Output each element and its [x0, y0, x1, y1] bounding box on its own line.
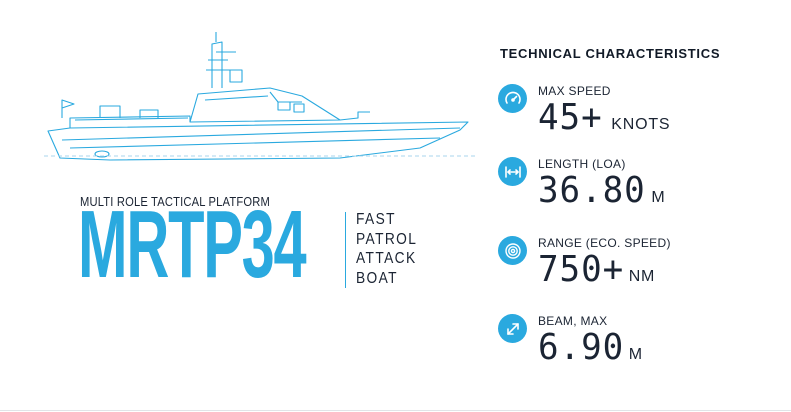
spec-unit: M [651, 189, 666, 206]
length-arrows-icon [498, 157, 527, 186]
spec-beam: BEAM, MAX 6.90 M [498, 314, 778, 382]
spec-label: BEAM, MAX [538, 314, 608, 328]
title-divider [345, 212, 346, 288]
tech-characteristics-title: TECHNICAL CHARACTERISTICS [500, 46, 721, 61]
description-line: ATTACK [356, 250, 417, 267]
spec-range: RANGE (ECO. SPEED) 750+ NM [498, 236, 778, 304]
product-subtitle: MULTI ROLE TACTICAL PLATFORM [80, 194, 270, 209]
spec-length: LENGTH (LOA) 36.80 M [498, 157, 778, 225]
range-target-icon [498, 236, 527, 265]
spec-value: 750+ [538, 249, 625, 290]
spec-label: LENGTH (LOA) [538, 157, 626, 171]
spec-value: 36.80 [538, 170, 646, 211]
spec-unit: NM [628, 268, 656, 285]
bottom-divider [0, 410, 791, 411]
description-line: BOAT [356, 269, 398, 287]
spec-unit: KNOTS [606, 116, 671, 133]
description-line: FAST [356, 211, 396, 228]
patrol-boat-illustration [44, 32, 476, 161]
spec-value: 6.90 [538, 327, 625, 368]
spec-label: RANGE (ECO. SPEED) [538, 236, 671, 250]
beam-expand-icon [498, 314, 527, 343]
model-name: MRTP34 [78, 191, 307, 298]
speedometer-icon [498, 84, 527, 113]
spec-label: MAX SPEED [538, 84, 611, 98]
spec-unit: M [628, 346, 643, 363]
spec-max-speed: MAX SPEED 45+ KNOTS [498, 84, 778, 152]
description-line: PATROL [356, 230, 418, 248]
spec-value: 45+ [538, 97, 603, 138]
product-description: FAST PATROL ATTACK BOAT [356, 210, 417, 288]
